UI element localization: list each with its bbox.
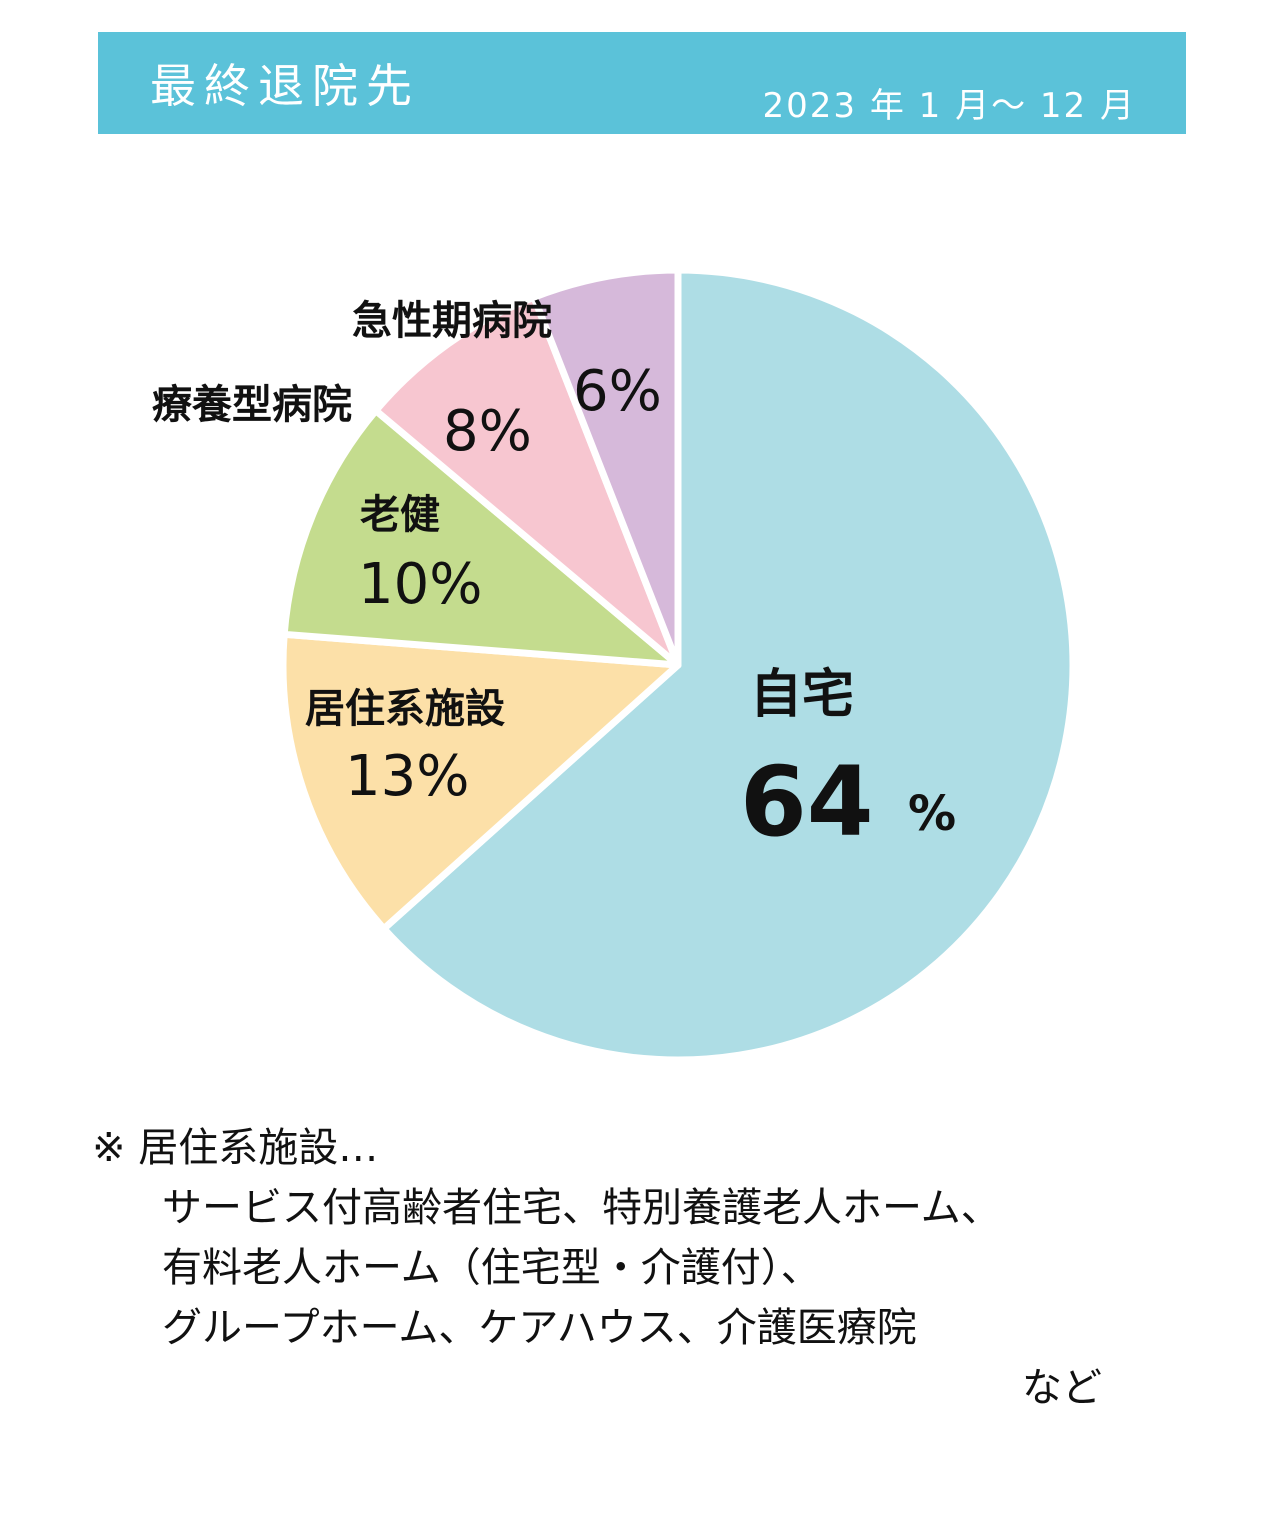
pie-slice-residential [279,630,682,933]
slice-value-rouken: 10% [358,552,482,617]
slice-value-residential: 13% [345,744,469,809]
slice-value-home: 64 [740,746,874,858]
header-banner: 最終退院先 2023 年 1 月～ 12 月 [98,32,1186,134]
footnote-line-1: サービス付高齢者住宅、特別養護老人ホーム、 [162,1185,1001,1231]
pie-slice-home [380,266,1077,1064]
pie-labels: 自宅 64 % 居住系施設 13% 老健 10% 療養型病院 8% 急性期病院 … [152,298,956,858]
slice-value-longterm-hospital: 8% [443,399,532,464]
chart-period: 2023 年 1 月～ 12 月 [762,86,1136,126]
slice-label-acute-hospital: 急性期病院 [352,298,552,344]
slice-label-residential: 居住系施設 [305,686,505,732]
footnote-heading: ※ 居住系施設… [92,1125,379,1171]
slice-label-rouken: 老健 [360,492,440,538]
slice-label-home: 自宅 [750,665,854,725]
chart-title: 最終退院先 [150,59,420,113]
footnote-line-2: 有料老人ホーム（住宅型・介護付）、 [162,1245,821,1291]
slice-label-longterm-hospital: 療養型病院 [152,382,352,428]
footnote: ※ 居住系施設… サービス付高齢者住宅、特別養護老人ホーム、 有料老人ホーム（住… [92,1118,1192,1418]
pie-slices [279,266,1077,1064]
footnote-tail: など [1022,1365,1102,1411]
slice-unit-home: % [908,786,956,842]
pie-slice-rouken [280,407,682,669]
footnote-line-3: グループホーム、ケアハウス、介護医療院 [162,1305,917,1351]
slice-value-acute-hospital: 6% [573,359,662,424]
pie-slice-longterm-hospital [372,293,682,669]
pie-slice-acute-hospital [530,266,682,669]
